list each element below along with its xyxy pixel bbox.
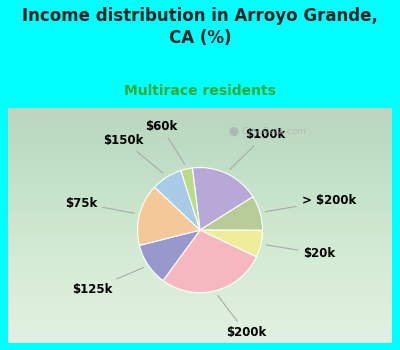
Text: $100k: $100k: [230, 128, 286, 169]
Wedge shape: [154, 170, 200, 230]
Wedge shape: [139, 230, 200, 281]
Text: $125k: $125k: [72, 268, 144, 296]
Text: ⬤ City-Data.com: ⬤ City-Data.com: [229, 127, 306, 136]
Text: > $200k: > $200k: [265, 194, 356, 212]
Text: $150k: $150k: [103, 134, 163, 173]
Text: $75k: $75k: [65, 197, 134, 213]
Text: $20k: $20k: [266, 245, 336, 260]
Wedge shape: [200, 230, 262, 257]
Text: Multirace residents: Multirace residents: [124, 84, 276, 98]
Wedge shape: [181, 168, 200, 230]
Wedge shape: [138, 187, 200, 245]
Text: Income distribution in Arroyo Grande,
CA (%): Income distribution in Arroyo Grande, CA…: [22, 7, 378, 47]
Text: $60k: $60k: [145, 120, 184, 164]
Wedge shape: [192, 168, 253, 230]
Wedge shape: [163, 230, 256, 293]
Text: $200k: $200k: [218, 295, 266, 339]
Wedge shape: [200, 197, 262, 230]
